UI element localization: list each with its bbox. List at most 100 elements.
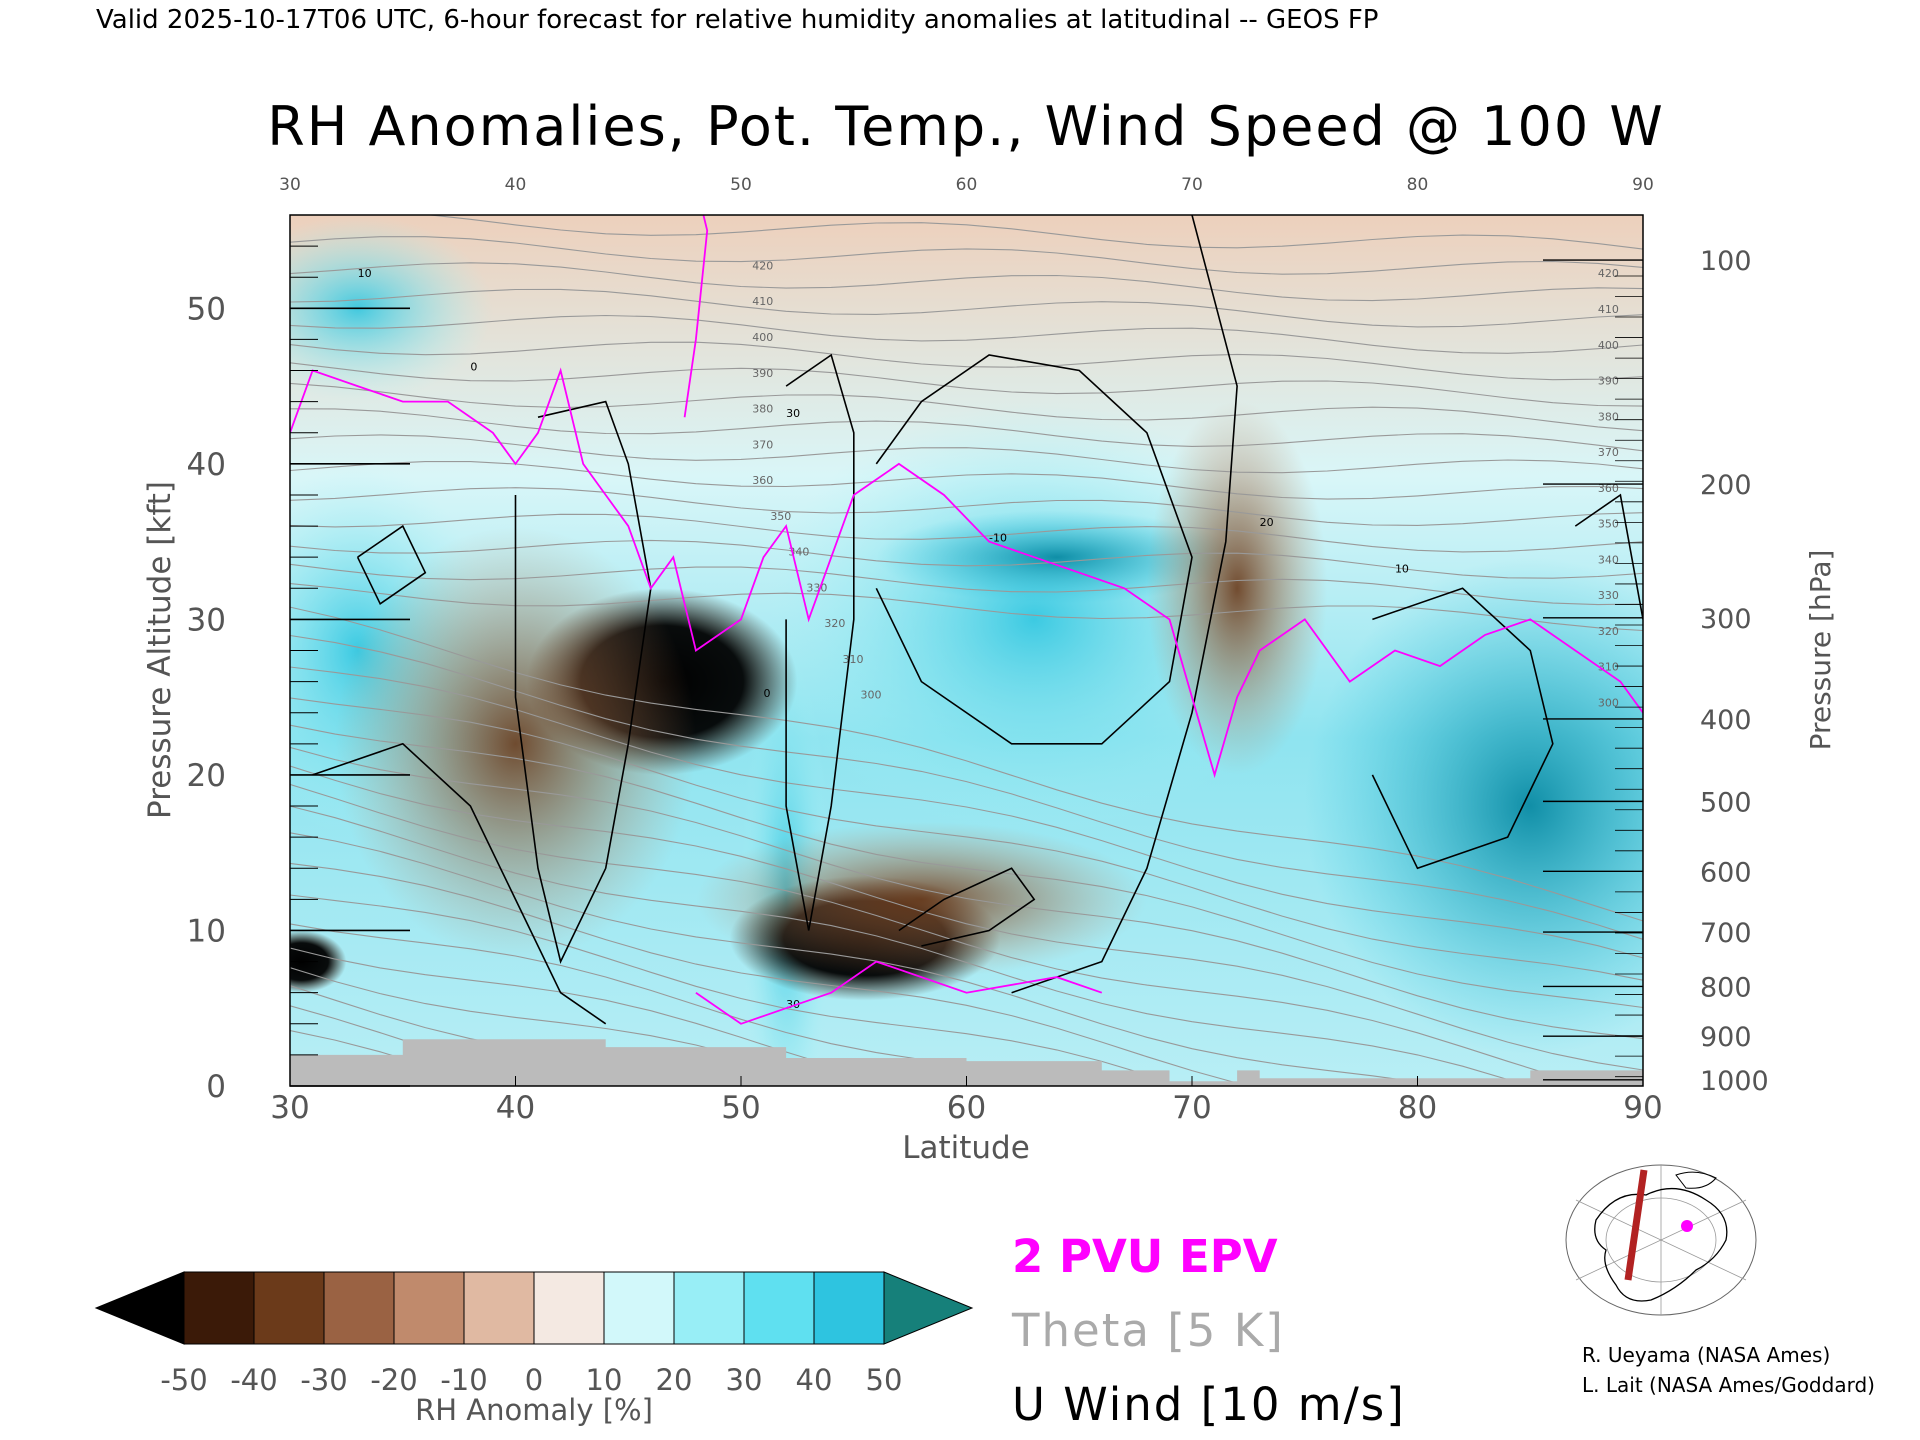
wind-label-7: 30 [786,998,800,1011]
theta-line-10 [290,783,1594,1086]
theta-line-29 [290,314,1643,354]
dry-anomaly-5 [695,821,1147,978]
x-tick-label-5: 80 [1398,1090,1437,1126]
colorbar-bin-7 [673,1271,745,1345]
wind-contour-3 [312,742,607,1025]
theta-label-3: 390 [752,367,773,380]
theta-label-12: 300 [861,689,882,702]
theta-line-13 [290,724,1643,1009]
theta-label-right-6: 360 [1598,482,1619,495]
theta-label-4: 380 [752,403,773,416]
moist-anomaly-1 [1304,557,1643,1055]
theta-line-30 [290,288,1643,328]
theta-label-right-3: 390 [1598,375,1619,388]
x-top-tick-label-0: 30 [279,175,301,195]
theta-line-28 [290,341,1643,381]
y-tick-label-5: 50 [187,291,226,327]
wind-contour-5 [356,524,427,605]
colorbar: -50 -40 -30 -20 -10 0 10 20 30 40 50 [94,1271,974,1397]
map-marker [1681,1220,1693,1232]
theta-line-33 [425,215,1643,250]
wind-contour-6 [785,353,855,931]
wind-contour-4 [1371,587,1554,870]
colorbar-bin-0 [183,1271,255,1345]
theta-label-10: 320 [824,617,845,630]
colorbar-bin-6 [603,1271,675,1345]
colorbar-tick-label-9: 40 [796,1363,833,1397]
theta-label-right-1: 410 [1598,303,1619,316]
theta-line-7 [290,862,1253,1086]
x-tick-label-6: 90 [1623,1090,1662,1126]
wind-label-6: 0 [764,687,771,700]
wind-contour-2 [1011,215,1238,994]
colorbar-tick-label-5: 0 [525,1363,543,1397]
x-top-tick-label-5: 80 [1407,175,1429,195]
y-tick-label-0: 0 [206,1069,226,1105]
theta-label-9: 330 [806,581,827,594]
theta-line-31 [290,262,1643,302]
theta-line-12 [290,746,1643,1040]
pressure-tick-label-0: 100 [1700,246,1752,277]
x-tick-label-0: 30 [270,1090,309,1126]
theta-line-32 [290,236,1643,275]
pressure-tick-label-7: 800 [1700,972,1752,1003]
theta-line-11 [290,765,1643,1071]
theta-line-24 [290,434,1643,474]
map-frame [1556,1160,1756,1320]
y-tick-label-2: 20 [187,758,226,794]
theta-label-right-9: 330 [1598,589,1619,602]
pressure-tick-label-2: 300 [1700,604,1752,635]
theta-line-26 [290,382,1643,432]
theta-label-2: 400 [752,331,773,344]
theta-label-right-4: 380 [1598,410,1619,423]
x-tick-label-3: 60 [947,1090,986,1126]
theta-label-1: 410 [752,295,773,308]
theta-line-3 [290,967,838,1086]
x-tick-label-2: 50 [721,1090,760,1126]
axes: 3030404050506060707080809090010203040501… [187,175,1769,1126]
y2-axis-label: Pressure [hPa] [1804,550,1837,751]
x-tick-label-4: 70 [1172,1090,1211,1126]
x-tick-label-1: 40 [496,1090,535,1126]
credit-2: L. Lait (NASA Ames/Goddard) [1582,1373,1875,1397]
wind-contour-1 [875,354,1193,745]
theta-label-right-2: 400 [1598,339,1619,352]
colorbar-high-arrow [883,1271,974,1345]
wind-label-5: 10 [1395,563,1409,576]
colorbar-bin-5 [533,1271,605,1345]
y-axis-label: Pressure Altitude [kft] [142,481,178,819]
theta-label-11: 310 [842,653,863,666]
pressure-tick-label-1: 200 [1700,470,1752,501]
theta-label-right-12: 300 [1598,696,1619,709]
x-top-tick-label-4: 70 [1181,175,1203,195]
map-coastline-2 [1675,1171,1717,1189]
dry-anomaly-4 [1146,401,1328,775]
dry-anomaly-2 [290,930,347,993]
wind-contour-7 [1574,493,1643,620]
theta-line-27 [290,362,1643,407]
x-top-tick-label-3: 60 [956,175,978,195]
theta-line-15 [290,666,1643,959]
terrain-fill [290,1039,1643,1086]
locator-map [1556,1160,1757,1320]
colorbar-bin-4 [463,1271,535,1345]
x-top-tick-label-1: 40 [505,175,527,195]
colorbar-tick-label-10: 50 [866,1363,903,1397]
epv-contour-upper [683,215,709,418]
colorbar-tick-label-4: -10 [440,1363,487,1397]
theta-line-6 [290,894,1184,1086]
pressure-tick-label-4: 500 [1700,787,1752,818]
theta-line-22 [290,487,1643,526]
colorbar-bin-1 [253,1271,325,1345]
colorbar-bin-3 [393,1271,465,1345]
wind-label-0: 10 [358,267,372,280]
legend-epv: 2 PVU EPV [1012,1230,1278,1283]
colorbar-bin-8 [743,1271,815,1345]
theta-label-right-7: 350 [1598,518,1619,531]
wind-label-2: 30 [786,407,800,420]
chart-title: RH Anomalies, Pot. Temp., Wind Speed @ 1… [267,95,1665,158]
colorbar-low-arrow [94,1271,185,1345]
pressure-tick-label-3: 400 [1700,705,1752,736]
wind-label-4: 20 [1260,516,1274,529]
pressure-tick-label-8: 900 [1700,1022,1752,1053]
